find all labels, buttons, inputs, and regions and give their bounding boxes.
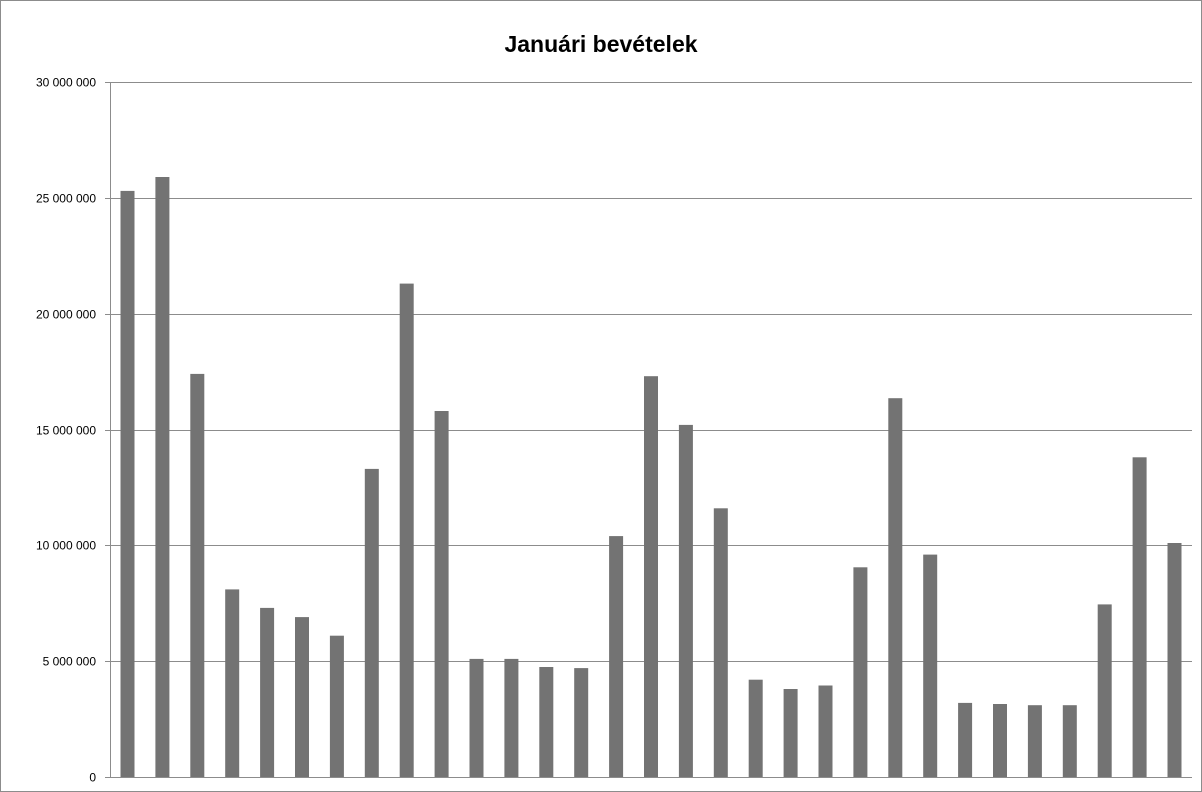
bar [469, 658, 484, 777]
bar [1097, 604, 1112, 777]
y-tick-label: 0 [89, 771, 96, 785]
bar [748, 679, 763, 777]
y-tick-labels: 0 5 000 000 10 000 000 15 000 000 20 000 000… [36, 76, 96, 785]
bar [364, 468, 379, 777]
bars [120, 177, 1182, 777]
y-tick-label: 25 000 000 [36, 192, 96, 206]
bar [225, 589, 240, 777]
bar [155, 177, 170, 777]
bar [504, 658, 519, 777]
y-tick-label: 15 000 000 [36, 424, 96, 438]
bar [1062, 705, 1077, 777]
y-tick-label: 10 000 000 [36, 539, 96, 553]
bar [1167, 543, 1182, 777]
bar [399, 283, 414, 777]
bar [958, 702, 973, 777]
axes [105, 82, 1192, 778]
bar [783, 689, 798, 777]
bar [434, 411, 449, 777]
bar [923, 554, 938, 777]
bar [190, 373, 205, 777]
bar [1132, 457, 1147, 777]
bar [644, 376, 658, 777]
bar [120, 190, 135, 777]
bar [295, 617, 309, 777]
bar [818, 685, 833, 777]
bar [853, 567, 868, 777]
y-tick-label: 5 000 000 [43, 655, 97, 669]
bar [888, 398, 903, 777]
chart-title: Januári bevételek [504, 31, 698, 57]
y-tick-label: 20 000 000 [36, 308, 96, 322]
bar [678, 424, 693, 777]
bar [539, 667, 554, 777]
y-tick-label: 30 000 000 [36, 76, 96, 90]
bar [329, 635, 344, 777]
bar [1027, 705, 1042, 777]
bar [993, 704, 1007, 777]
bar [260, 607, 275, 777]
bar [609, 536, 624, 777]
bar [713, 508, 728, 777]
bar [574, 668, 589, 777]
